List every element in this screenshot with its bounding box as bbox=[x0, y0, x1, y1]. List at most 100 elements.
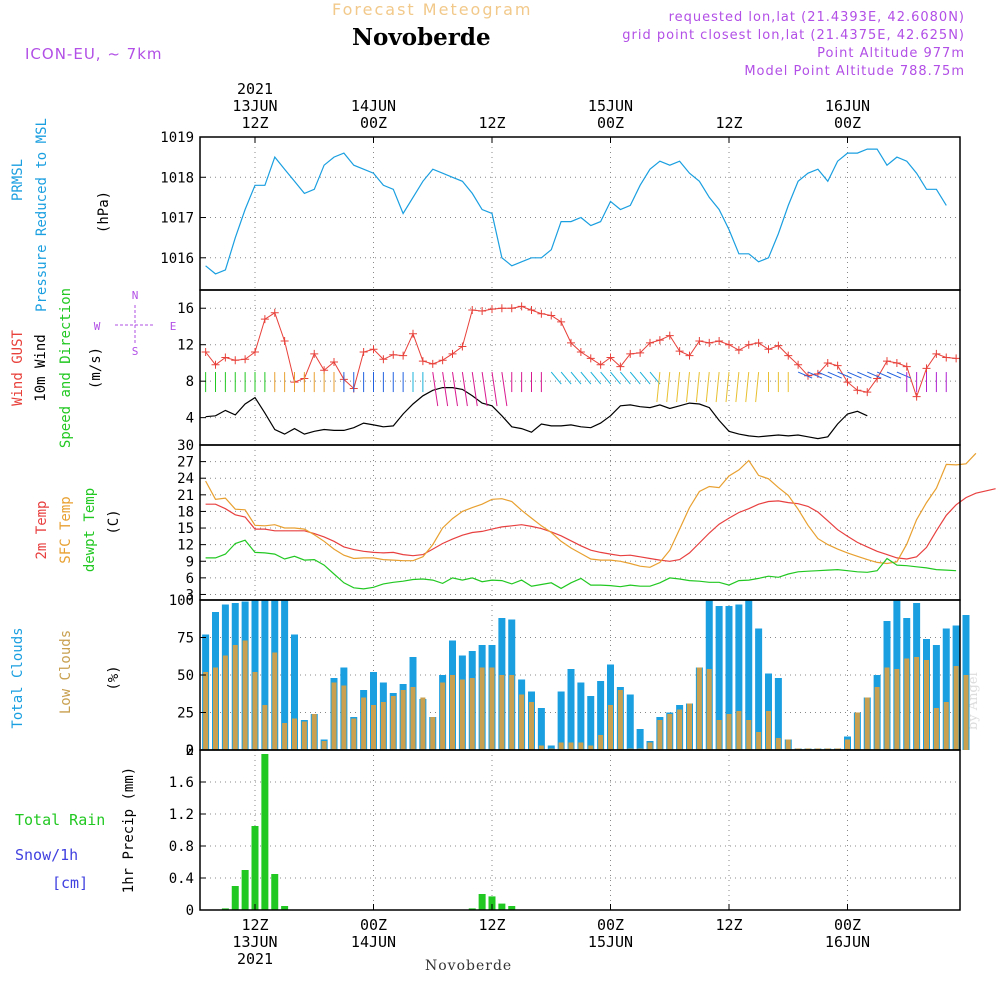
wind-direction-arrow bbox=[491, 371, 498, 407]
total-clouds-bar bbox=[587, 696, 595, 750]
low-clouds-bar bbox=[598, 735, 604, 750]
low-clouds-bar bbox=[252, 672, 258, 750]
gust-point-marker bbox=[428, 359, 437, 368]
panel-frame bbox=[199, 136, 961, 291]
top-time-label: 12Z bbox=[241, 114, 268, 132]
y-tick-label: 1.2 bbox=[169, 807, 194, 823]
y-tick-label: 50 bbox=[177, 668, 194, 684]
gust-point-marker bbox=[932, 349, 941, 358]
wind-direction-arrow bbox=[817, 371, 833, 379]
y-tick-label: 12 bbox=[177, 538, 194, 554]
temp-series-line-1 bbox=[205, 452, 977, 568]
gust-point-marker bbox=[902, 362, 911, 371]
low-clouds-bar bbox=[450, 675, 455, 750]
gust-point-marker bbox=[843, 378, 852, 387]
wind-direction-arrow bbox=[876, 371, 892, 379]
top-time-label: 00Z bbox=[597, 114, 624, 132]
total-clouds-bar bbox=[291, 634, 298, 750]
gust-point-marker bbox=[576, 348, 585, 356]
low-clouds-bar bbox=[736, 711, 742, 750]
grid-layer bbox=[200, 136, 960, 911]
y-tick-label: 30 bbox=[177, 438, 194, 454]
wind-direction-arrow bbox=[610, 371, 621, 385]
wind-direction-arrow bbox=[570, 371, 582, 385]
wind-direction-arrow bbox=[442, 371, 449, 407]
y-tick-label: 8 bbox=[186, 374, 194, 390]
top-time-label: 13JUN bbox=[232, 97, 277, 115]
panel-frame bbox=[199, 444, 961, 601]
low-clouds-bar bbox=[420, 697, 426, 750]
y-tick-label: 0.8 bbox=[169, 839, 194, 855]
grid-coords: grid point closest lon,lat (21.4375E, 42… bbox=[622, 28, 965, 43]
gust-point-marker bbox=[873, 374, 882, 383]
low-clouds-bar bbox=[894, 669, 900, 750]
gust-point-marker bbox=[409, 329, 417, 338]
y-tick-label: 100 bbox=[169, 593, 194, 609]
temp-series-line-0 bbox=[205, 488, 996, 562]
low-clouds-bar bbox=[746, 720, 752, 750]
gust-point-marker bbox=[438, 356, 447, 365]
low-clouds-label: Low Clouds bbox=[58, 630, 74, 714]
gust-point-marker bbox=[685, 351, 694, 360]
y-tick-label: 24 bbox=[177, 471, 194, 487]
total-clouds-bar bbox=[261, 600, 269, 750]
gust-point-marker bbox=[744, 340, 753, 349]
gust-point-marker bbox=[606, 353, 615, 362]
wind-direction-arrow bbox=[735, 372, 740, 403]
precip-bar bbox=[468, 908, 476, 910]
total-clouds-bar bbox=[567, 669, 575, 750]
wind-direction-arrow bbox=[715, 372, 720, 403]
model-altitude: Model Point Altitude 788.75m bbox=[744, 64, 965, 79]
low-clouds-bar bbox=[657, 720, 663, 750]
wind-direction-arrow bbox=[725, 372, 730, 403]
gust-point-marker bbox=[912, 392, 921, 401]
gust-point-marker bbox=[626, 349, 635, 358]
gust-point-marker bbox=[497, 304, 506, 313]
low-clouds-bar bbox=[400, 690, 406, 750]
bottom-time-label: 00Z bbox=[597, 916, 624, 934]
gust-point-marker bbox=[260, 315, 269, 324]
y-tick-label: 1.6 bbox=[169, 775, 194, 791]
gust-point-marker bbox=[379, 355, 388, 364]
gust-point-marker bbox=[270, 308, 279, 317]
total-clouds-label: Total Clouds bbox=[10, 627, 26, 728]
y-tick-label: 75 bbox=[177, 631, 194, 647]
snow-label: Snow/1h bbox=[15, 846, 78, 864]
gust-point-marker bbox=[823, 358, 832, 367]
pressure-unit: (hPa) bbox=[96, 191, 112, 233]
y-tick-label: 0.4 bbox=[169, 871, 194, 887]
wind-direction-arrow bbox=[471, 371, 478, 407]
gust-point-marker bbox=[646, 338, 654, 347]
gust-point-marker bbox=[458, 342, 467, 351]
y-tick-label: 2 bbox=[186, 743, 194, 759]
bottom-time-label: 00Z bbox=[834, 916, 861, 934]
precip-bar bbox=[281, 906, 289, 910]
pressure-series-line bbox=[205, 148, 947, 275]
compass-west-label: W bbox=[94, 320, 101, 333]
wind-direction-arrow bbox=[676, 372, 681, 403]
top-time-label: 16JUN bbox=[825, 97, 870, 115]
y-tick-label: 25 bbox=[177, 706, 194, 722]
y-tick-label: 15 bbox=[177, 521, 194, 537]
gust-label: Wind GUST bbox=[10, 330, 26, 406]
wind-direction-arrow bbox=[580, 371, 592, 385]
wind-direction-arrow bbox=[649, 371, 661, 385]
wind-direction-arrow bbox=[827, 371, 842, 379]
low-clouds-bar bbox=[914, 657, 920, 750]
total-rain-label: Total Rain bbox=[15, 811, 105, 829]
wind-direction-arrow bbox=[666, 372, 671, 403]
top-time-label: 15JUN bbox=[588, 97, 633, 115]
temp2m-label: 2m Temp bbox=[34, 500, 50, 559]
low-clouds-bar bbox=[696, 667, 702, 750]
gust-point-marker bbox=[280, 337, 289, 346]
low-clouds-bar bbox=[499, 675, 505, 750]
bottom-time-label: 13JUN bbox=[232, 933, 277, 951]
gust-point-marker bbox=[231, 356, 240, 365]
total-clouds-bar bbox=[626, 694, 634, 750]
top-time-label: 2021 bbox=[237, 80, 273, 98]
total-clouds-bar bbox=[597, 681, 605, 750]
y-tick-label: 21 bbox=[177, 488, 194, 504]
top-time-label: 12Z bbox=[478, 114, 505, 132]
low-clouds-bar bbox=[380, 702, 386, 750]
top-time-label: 14JUN bbox=[351, 97, 396, 115]
